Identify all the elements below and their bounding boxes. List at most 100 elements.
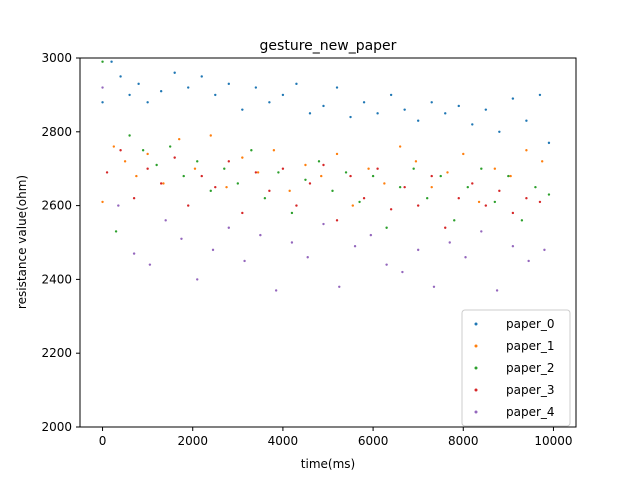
point-paper_4-9 — [243, 259, 246, 263]
point-paper_1-6 — [178, 137, 181, 141]
point-paper_1-3 — [135, 174, 138, 178]
point-paper_4-8 — [227, 226, 230, 229]
point-paper_2-22 — [398, 185, 402, 189]
point-paper_2-9 — [223, 167, 226, 170]
point-paper_0-12 — [241, 108, 244, 111]
point-paper_0-7 — [173, 71, 176, 74]
x-tick-label: 0 — [99, 434, 107, 448]
point-paper_4-15 — [338, 285, 341, 288]
point-paper_1-1 — [112, 145, 116, 148]
point-paper_3-17 — [335, 219, 339, 222]
point-paper_0-32 — [511, 97, 515, 100]
point-paper_3-2 — [132, 197, 136, 200]
point-paper_1-13 — [288, 189, 291, 193]
point-paper_4-11 — [274, 289, 278, 292]
point-paper_2-24 — [426, 197, 429, 200]
point-paper_4-1 — [117, 204, 120, 207]
point-paper_1-15 — [320, 174, 323, 178]
point-paper_3-16 — [322, 163, 325, 167]
point-paper_2-1 — [114, 230, 118, 233]
point-paper_3-7 — [200, 174, 203, 178]
legend-marker-paper_0 — [474, 322, 478, 326]
point-paper_2-10 — [236, 182, 240, 185]
point-paper_1-4 — [146, 152, 149, 156]
point-paper_3-12 — [268, 189, 271, 193]
point-paper_0-34 — [538, 93, 542, 97]
x-tick-label: 2000 — [177, 434, 208, 448]
point-paper_0-2 — [119, 75, 122, 78]
point-paper_3-8 — [214, 185, 217, 189]
point-paper_4-20 — [416, 248, 420, 252]
point-paper_4-26 — [511, 244, 515, 248]
point-paper_1-23 — [446, 171, 449, 174]
x-axis-ticks: 0 2000 4000 6000 8000 10000 — [99, 427, 573, 448]
point-paper_2-13 — [277, 171, 280, 174]
point-paper_0-17 — [308, 112, 312, 115]
point-paper_1-8 — [209, 134, 212, 137]
point-paper_1-17 — [351, 204, 354, 207]
point-paper_2-8 — [209, 189, 212, 193]
point-paper_0-28 — [457, 104, 460, 108]
point-paper_4-28 — [543, 248, 546, 252]
point-paper_4-12 — [290, 241, 294, 244]
point-paper_1-29 — [540, 160, 544, 163]
point-paper_0-15 — [281, 93, 285, 97]
point-paper_0-21 — [362, 101, 366, 104]
point-paper_4-2 — [132, 252, 136, 255]
point-paper_2-11 — [250, 149, 253, 152]
point-paper_4-22 — [448, 241, 451, 244]
y-tick-label: 3000 — [41, 51, 72, 65]
point-paper_2-21 — [385, 226, 388, 229]
point-paper_4-14 — [322, 222, 325, 226]
legend-label: paper_2 — [506, 361, 555, 375]
point-paper_3-10 — [241, 211, 244, 215]
point-paper_2-7 — [196, 160, 199, 163]
x-tick-label: 10000 — [534, 434, 572, 448]
point-paper_2-18 — [344, 171, 348, 174]
point-paper_0-1 — [110, 60, 113, 63]
point-paper_2-15 — [304, 178, 307, 181]
point-paper_0-18 — [322, 104, 325, 108]
point-paper_0-26 — [430, 101, 433, 104]
point-paper_0-22 — [376, 112, 379, 115]
point-paper_3-11 — [254, 171, 258, 174]
point-paper_4-4 — [164, 219, 167, 222]
point-paper_3-31 — [525, 197, 528, 200]
point-paper_1-7 — [193, 167, 197, 170]
chart-title: gesture_new_paper — [260, 38, 397, 54]
x-axis-label: time(ms) — [301, 457, 355, 471]
x-tick-label: 4000 — [268, 434, 299, 448]
point-paper_2-0 — [101, 60, 104, 63]
point-paper_0-13 — [254, 86, 258, 89]
point-paper_0-33 — [525, 119, 528, 122]
point-paper_2-4 — [155, 163, 158, 167]
point-paper_1-27 — [509, 174, 512, 178]
point-paper_1-10 — [241, 156, 244, 159]
point-paper_0-23 — [389, 93, 393, 97]
point-paper_2-19 — [358, 200, 361, 204]
point-paper_2-30 — [507, 174, 510, 178]
point-paper_1-2 — [123, 160, 127, 163]
point-paper_0-25 — [416, 119, 420, 122]
point-paper_1-0 — [101, 200, 104, 204]
point-paper_1-18 — [367, 167, 370, 170]
point-paper_0-5 — [146, 101, 149, 104]
point-paper_2-6 — [182, 174, 185, 178]
point-paper_0-6 — [159, 90, 163, 93]
point-paper_4-17 — [369, 233, 373, 237]
legend-box — [461, 309, 571, 427]
point-paper_0-8 — [187, 86, 190, 89]
point-paper_1-28 — [525, 149, 528, 152]
point-paper_3-22 — [403, 185, 406, 189]
x-tick-label: 8000 — [448, 434, 479, 448]
y-axis-label: resistance value(ohm) — [15, 175, 29, 309]
point-paper_0-14 — [268, 101, 271, 104]
point-paper_2-31 — [520, 219, 524, 222]
legend-marker-paper_1 — [474, 344, 478, 348]
y-tick-label: 2400 — [41, 272, 72, 286]
point-paper_4-19 — [401, 270, 404, 274]
point-paper_1-26 — [493, 167, 497, 170]
point-paper_3-0 — [105, 171, 109, 174]
point-paper_2-26 — [453, 219, 456, 222]
point-paper_4-27 — [527, 259, 530, 263]
